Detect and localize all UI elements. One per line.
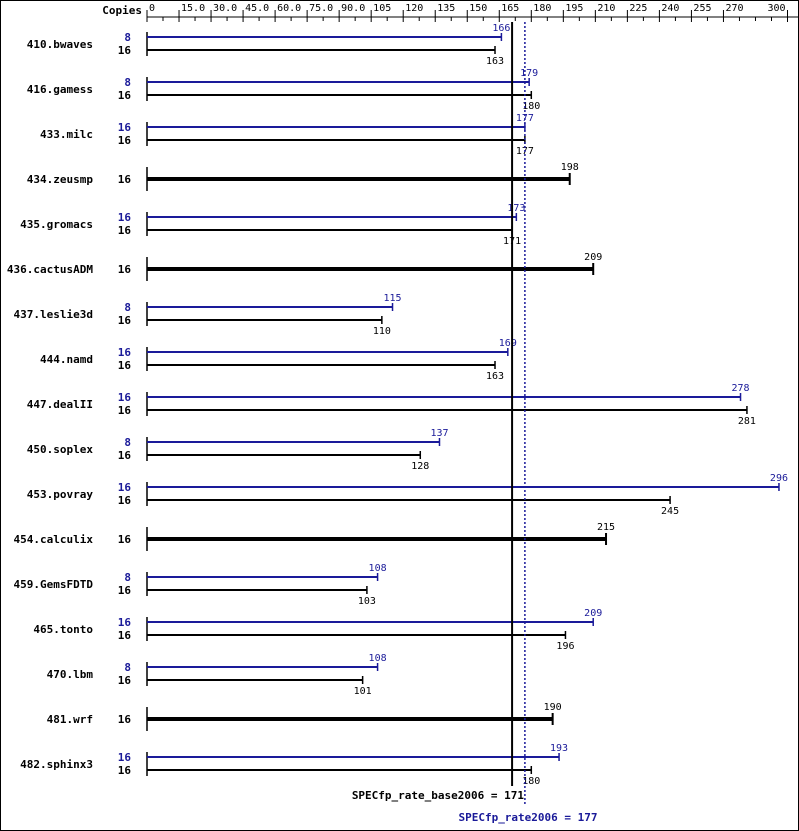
x-tick-label: 0 — [149, 3, 155, 14]
peak-copies-label: 16 — [118, 751, 132, 764]
base-copies-label: 16 — [118, 584, 132, 597]
benchmark-label: 416.gamess — [27, 83, 93, 96]
peak-copies-label: 16 — [118, 211, 132, 224]
benchmark-label: 459.GemsFDTD — [14, 578, 94, 591]
peak-copies-label: 8 — [124, 436, 131, 449]
benchmark-label: 444.namd — [40, 353, 93, 366]
benchmark-label: 436.cactusADM — [7, 263, 93, 276]
peak-value-label: 296 — [770, 473, 788, 484]
peak-value-label: 173 — [507, 203, 525, 214]
base-copies-label: 16 — [118, 494, 132, 507]
peak-value-label: 166 — [492, 23, 510, 34]
benchmark-label: 434.zeusmp — [27, 173, 94, 186]
base-summary-label: SPECfp_rate_base2006 = 171 — [352, 789, 525, 802]
peak-copies-label: 16 — [118, 391, 132, 404]
peak-value-label: 278 — [731, 383, 749, 394]
base-copies-label: 16 — [118, 89, 132, 102]
x-tick-label: 60.0 — [277, 3, 301, 14]
base-value-label: 281 — [738, 416, 756, 427]
base-copies-label: 16 — [118, 629, 132, 642]
benchmark-label: 410.bwaves — [27, 38, 93, 51]
peak-copies-label: 8 — [124, 31, 131, 44]
base-copies-label: 16 — [118, 764, 132, 777]
x-tick-label: 270 — [725, 3, 743, 14]
x-tick-label: 90.0 — [341, 3, 365, 14]
peak-copies-label: 16 — [118, 121, 132, 134]
copies-label: 16 — [118, 713, 132, 726]
x-tick-label: 45.0 — [245, 3, 269, 14]
x-tick-label: 225 — [629, 3, 647, 14]
base-copies-label: 16 — [118, 404, 132, 417]
peak-copies-label: 8 — [124, 661, 131, 674]
x-tick-label: 240 — [661, 3, 679, 14]
x-tick-label: 300 — [767, 3, 785, 14]
peak-value-label: 115 — [383, 293, 401, 304]
base-value-label: 103 — [358, 596, 376, 607]
peak-value-label: 137 — [430, 428, 448, 439]
base-value-label: 245 — [661, 506, 679, 517]
benchmark-label: 433.milc — [40, 128, 93, 141]
x-tick-label: 210 — [597, 3, 615, 14]
x-tick-label: 105 — [373, 3, 391, 14]
peak-value-label: 108 — [369, 653, 387, 664]
peak-value-label: 108 — [369, 563, 387, 574]
base-copies-label: 16 — [118, 359, 132, 372]
base-value-label: 196 — [556, 641, 574, 652]
benchmark-label: 453.povray — [27, 488, 94, 501]
peak-summary-label: SPECfp_rate2006 = 177 — [458, 811, 597, 824]
peak-value-label: 193 — [550, 743, 568, 754]
peak-copies-label: 16 — [118, 346, 132, 359]
x-tick-label: 165 — [501, 3, 519, 14]
x-tick-label: 180 — [533, 3, 551, 14]
benchmark-label: 450.soplex — [27, 443, 94, 456]
peak-value-label: 169 — [499, 338, 517, 349]
benchmark-label: 447.dealII — [27, 398, 93, 411]
base-value-label: 128 — [411, 461, 429, 472]
base-value-label: 163 — [486, 56, 504, 67]
base-value-label: 180 — [522, 776, 540, 787]
base-copies-label: 16 — [118, 44, 132, 57]
benchmark-label: 465.tonto — [33, 623, 93, 636]
base-value-label: 209 — [584, 252, 602, 263]
x-tick-label: 135 — [437, 3, 455, 14]
benchmark-label: 470.lbm — [47, 668, 94, 681]
x-tick-label: 120 — [405, 3, 423, 14]
copies-label: 16 — [118, 533, 132, 546]
benchmark-label: 437.leslie3d — [14, 308, 93, 321]
peak-value-label: 179 — [520, 68, 538, 79]
benchmark-label: 454.calculix — [14, 533, 94, 546]
x-tick-label: 15.0 — [181, 3, 205, 14]
peak-copies-label: 8 — [124, 76, 131, 89]
base-copies-label: 16 — [118, 674, 132, 687]
x-tick-label: 75.0 — [309, 3, 333, 14]
x-tick-label: 195 — [565, 3, 583, 14]
base-copies-label: 16 — [118, 224, 132, 237]
base-value-label: 180 — [522, 101, 540, 112]
base-value-label: 215 — [597, 522, 615, 533]
base-value-label: 198 — [561, 162, 579, 173]
base-value-label: 163 — [486, 371, 504, 382]
peak-copies-label: 16 — [118, 481, 132, 494]
base-value-label: 190 — [544, 702, 562, 713]
copies-label: 16 — [118, 173, 132, 186]
benchmark-label: 481.wrf — [47, 713, 93, 726]
base-copies-label: 16 — [118, 449, 132, 462]
base-value-label: 110 — [373, 326, 391, 337]
x-tick-label: 30.0 — [213, 3, 237, 14]
copies-label: 16 — [118, 263, 132, 276]
x-tick-label: 150 — [469, 3, 487, 14]
peak-copies-label: 8 — [124, 571, 131, 584]
base-copies-label: 16 — [118, 314, 132, 327]
copies-header: Copies — [102, 4, 142, 17]
benchmark-label: 482.sphinx3 — [20, 758, 93, 771]
peak-copies-label: 16 — [118, 616, 132, 629]
base-value-label: 101 — [354, 686, 372, 697]
base-copies-label: 16 — [118, 134, 132, 147]
peak-copies-label: 8 — [124, 301, 131, 314]
benchmark-label: 435.gromacs — [20, 218, 93, 231]
peak-value-label: 209 — [584, 608, 602, 619]
x-tick-label: 255 — [693, 3, 711, 14]
